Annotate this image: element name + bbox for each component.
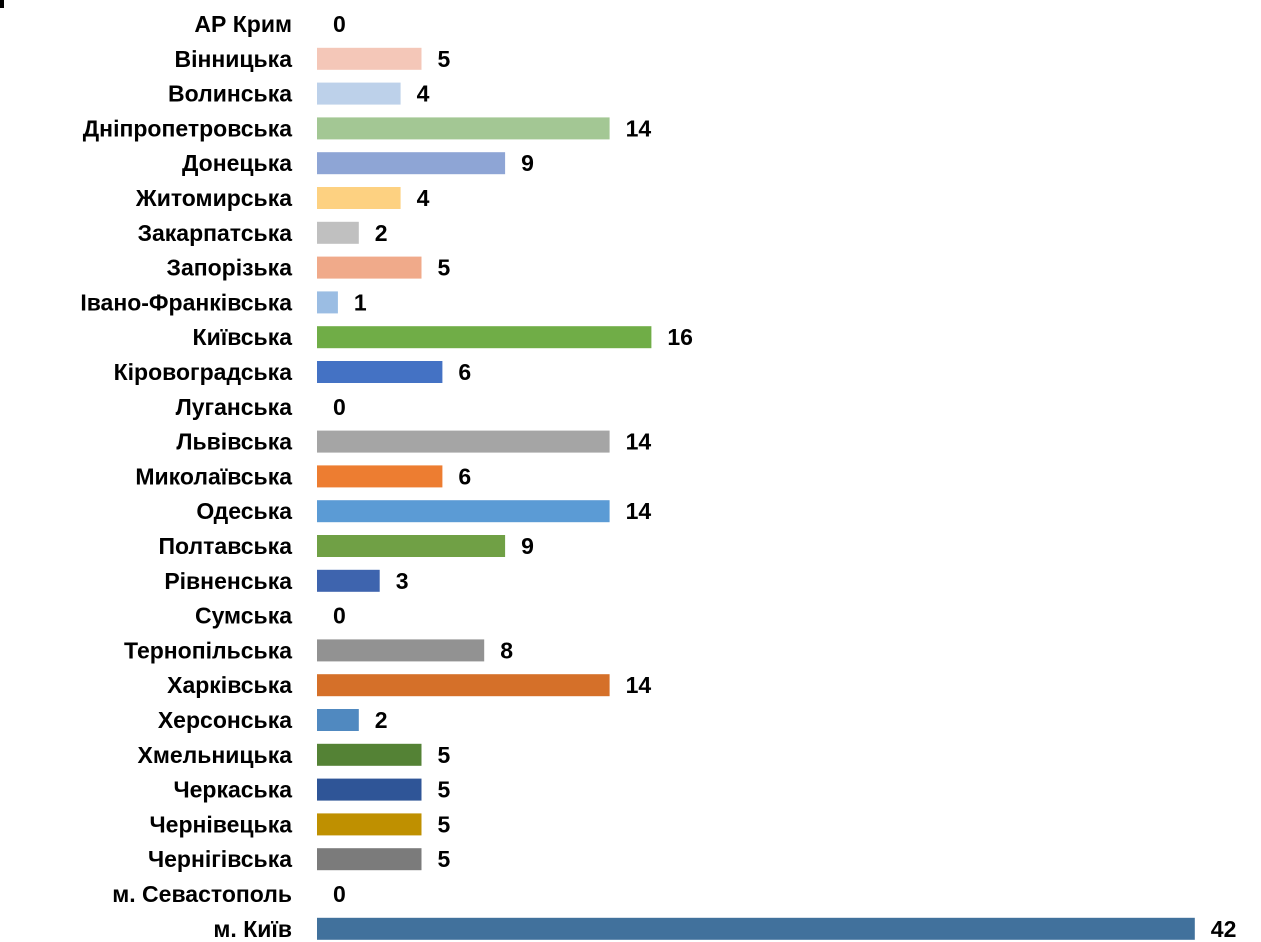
bar (317, 569, 380, 592)
value-label: 5 (438, 255, 451, 281)
category-label: Черкаська (173, 777, 292, 803)
value-label: 14 (626, 429, 652, 455)
category-label: Тернопільська (124, 637, 292, 663)
value-label: 2 (375, 220, 388, 246)
value-label: 5 (438, 811, 451, 837)
category-label: Львівська (176, 429, 292, 455)
category-label: АР Крим (194, 11, 292, 37)
category-label: Волинська (168, 81, 292, 107)
category-label: Київська (193, 324, 293, 350)
value-label: 42 (1211, 916, 1237, 942)
value-label: 6 (458, 463, 471, 489)
value-label: 8 (500, 637, 513, 663)
value-label: 5 (438, 742, 451, 768)
value-label: 6 (458, 359, 471, 385)
value-label: 5 (438, 846, 451, 872)
bar (317, 82, 401, 105)
value-label: 4 (417, 81, 430, 107)
bar (317, 291, 338, 314)
category-label: Житомирська (135, 185, 292, 211)
value-label: 1 (354, 289, 367, 315)
bar (317, 674, 610, 697)
value-label: 14 (626, 672, 652, 698)
category-label: Чернівецька (150, 811, 293, 837)
bar (317, 743, 422, 766)
value-label: 5 (438, 46, 451, 72)
value-label: 0 (333, 603, 346, 629)
category-label: Харківська (167, 672, 292, 698)
category-label: Чернігівська (148, 846, 292, 872)
category-label: Одеська (196, 498, 292, 524)
category-label: Херсонська (158, 707, 292, 733)
category-label: Кіровоградська (114, 359, 293, 385)
value-label: 0 (333, 881, 346, 907)
category-label: Дніпропетровська (83, 115, 292, 141)
bar (317, 639, 485, 662)
value-label: 3 (396, 568, 409, 594)
category-label: Закарпатська (138, 220, 293, 246)
category-label: Рівненська (164, 568, 292, 594)
value-label: 5 (438, 777, 451, 803)
bar (317, 221, 359, 244)
category-label: Миколаївська (135, 463, 292, 489)
bar (317, 813, 422, 836)
bar (317, 152, 506, 175)
bar (317, 326, 652, 349)
value-label: 14 (626, 115, 652, 141)
bar (317, 430, 610, 453)
corner-mark (0, 0, 4, 8)
bar (317, 117, 610, 140)
category-label: Донецька (182, 150, 292, 176)
value-label: 0 (333, 11, 346, 37)
bar (317, 917, 1195, 940)
category-label: м. Севастополь (112, 881, 292, 907)
value-label: 14 (626, 498, 652, 524)
category-label: м. Київ (213, 916, 292, 942)
bar (317, 187, 401, 209)
value-label: 16 (667, 324, 693, 350)
value-label: 9 (521, 150, 534, 176)
category-label: Полтавська (159, 533, 293, 559)
value-label: 2 (375, 707, 388, 733)
category-label: Луганська (176, 394, 293, 420)
value-label: 4 (417, 185, 430, 211)
bar (317, 500, 610, 523)
category-label: Запорізька (167, 255, 293, 281)
bar (317, 848, 422, 871)
bar (317, 535, 506, 557)
bar (317, 47, 422, 70)
category-label: Вінницька (174, 46, 292, 72)
value-label: 9 (521, 533, 534, 559)
bar (317, 465, 443, 488)
bar (317, 361, 443, 383)
category-label: Сумська (195, 603, 292, 629)
category-label: Івано-Франківська (80, 289, 292, 315)
bar (317, 709, 359, 731)
bar (317, 778, 422, 801)
value-label: 0 (333, 394, 346, 420)
category-label: Хмельницька (137, 742, 292, 768)
bar (317, 256, 422, 279)
